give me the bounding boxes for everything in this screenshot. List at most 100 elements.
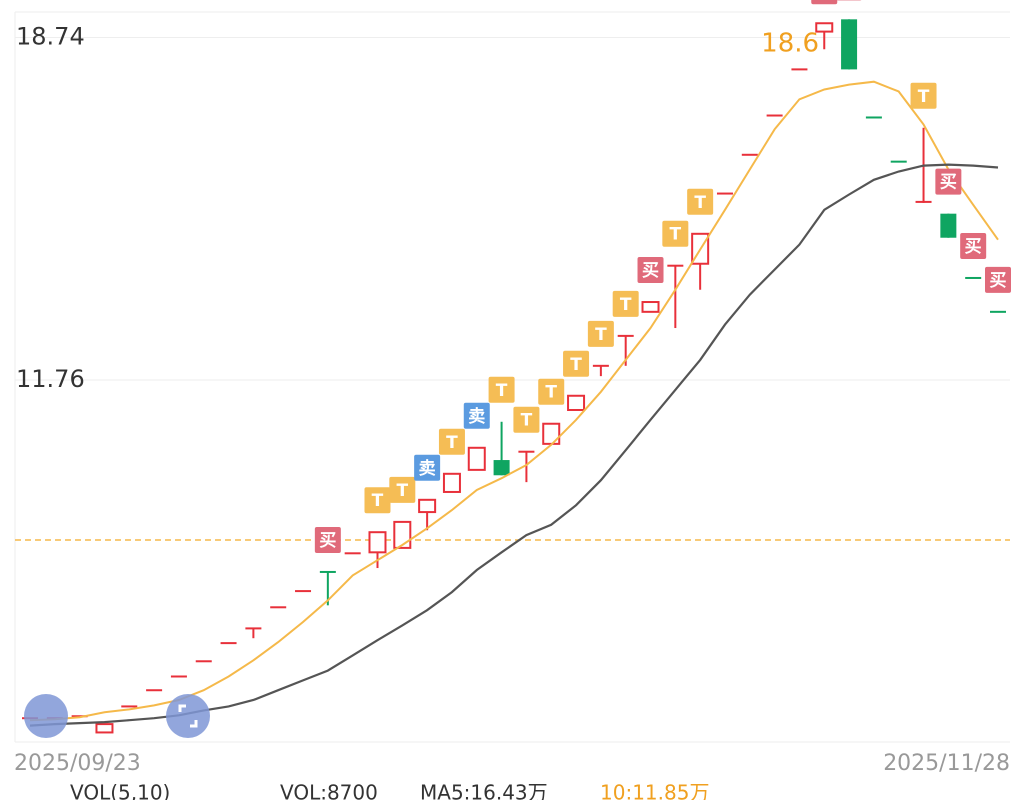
signal-badge [960, 232, 987, 259]
signal-badge [389, 476, 416, 503]
signal: T [488, 376, 515, 403]
signal-badge [910, 82, 937, 109]
signal-badge [687, 188, 714, 215]
signal-badge [438, 428, 465, 455]
signal: T [563, 350, 590, 377]
candle-body [915, 200, 932, 203]
candle-body [245, 627, 262, 630]
candle-body [592, 364, 609, 367]
candle-body [791, 68, 808, 71]
signal: 买 [985, 266, 1011, 293]
signal: 卖 [414, 454, 441, 481]
tool-button[interactable] [24, 694, 68, 738]
fullscreen-button[interactable] [166, 694, 210, 738]
candle-body [518, 450, 535, 453]
x-tick-label: 2025/09/23 [14, 751, 141, 776]
signal-label: 买 [940, 173, 957, 193]
signal: T [538, 378, 565, 405]
candle-body [865, 116, 882, 119]
signal-badge [662, 220, 689, 247]
signal: 买 [314, 526, 341, 553]
signal-badge [612, 290, 639, 317]
candle-body [442, 472, 461, 493]
signal-label: 卖 [419, 458, 436, 479]
signal-badge [314, 526, 341, 553]
signal-label: T [595, 325, 607, 345]
candle-body [567, 394, 586, 411]
signal-badge [513, 406, 540, 433]
signal-badge [811, 0, 838, 5]
signal-label: T [521, 411, 533, 431]
signal-label: 买 [319, 531, 336, 551]
signal: T [389, 476, 416, 503]
signal-label: T [397, 481, 409, 501]
signal-label: 买 [816, 0, 833, 2]
signal: T [438, 428, 465, 455]
signal: 买 [811, 0, 838, 5]
signal-label: 买 [642, 261, 659, 281]
candle-body [170, 675, 187, 678]
signal-label: 买 [965, 237, 982, 257]
signal-label: 买 [990, 271, 1007, 291]
signal-badge [463, 402, 490, 429]
signal: 买 [960, 232, 987, 259]
y-tick-label: 11.76 [16, 365, 85, 393]
candle-body [418, 498, 437, 514]
signal-label: T [570, 355, 582, 375]
signal-label: T [446, 433, 458, 453]
candle-body [368, 531, 387, 554]
signal-label: 卖 [468, 406, 485, 427]
signal-badge [637, 257, 664, 284]
signal-label: T [620, 295, 632, 315]
signal: T [364, 487, 391, 514]
signal-label: T [918, 87, 930, 107]
candle-body [940, 213, 957, 238]
indicator-value: VOL:8700 [280, 781, 378, 800]
candle-body [344, 552, 361, 555]
signal-label: T [545, 383, 557, 403]
signal-label: T [694, 193, 706, 213]
signal-badge [538, 378, 565, 405]
fullscreen-icon [178, 704, 198, 728]
signal-label: T [372, 491, 384, 511]
signal-badge [364, 487, 391, 514]
candle-body [146, 689, 163, 692]
signal: T [910, 82, 937, 109]
signal-badge [414, 454, 441, 481]
candle-body [121, 705, 138, 708]
max-label: 18.6 [761, 29, 819, 59]
candle-body [716, 192, 733, 195]
signal: T [687, 188, 714, 215]
candle-body [295, 590, 312, 593]
candle-body [641, 301, 660, 313]
indicator-value: MA5:16.43万 [420, 781, 548, 800]
signal-badge [587, 320, 614, 347]
candle-body [990, 310, 1006, 313]
signal-badge [985, 266, 1011, 293]
candle-body [766, 114, 783, 117]
candle-body [890, 160, 907, 163]
candle-body [965, 276, 982, 279]
x-tick-label: 2025/11/28 [883, 751, 1010, 776]
candle-body [270, 606, 287, 609]
indicator-name: VOL(5,10) [70, 781, 170, 800]
candle-body [815, 22, 834, 33]
signal: T [587, 320, 614, 347]
candle-body [542, 422, 561, 445]
signal: T [662, 220, 689, 247]
candle-body [220, 642, 237, 645]
signal: 卖 [463, 402, 490, 429]
signal-badge [563, 350, 590, 377]
signal-badge [488, 376, 515, 403]
candle-body [493, 460, 510, 476]
signal: 买 [935, 168, 962, 195]
ma-line [29, 163, 999, 727]
candle-body [467, 446, 486, 471]
candle-body [841, 19, 858, 70]
candle-body [95, 723, 114, 734]
candle-body [667, 264, 684, 267]
candle-body [319, 570, 336, 573]
y-tick-label: 18.74 [16, 22, 85, 50]
